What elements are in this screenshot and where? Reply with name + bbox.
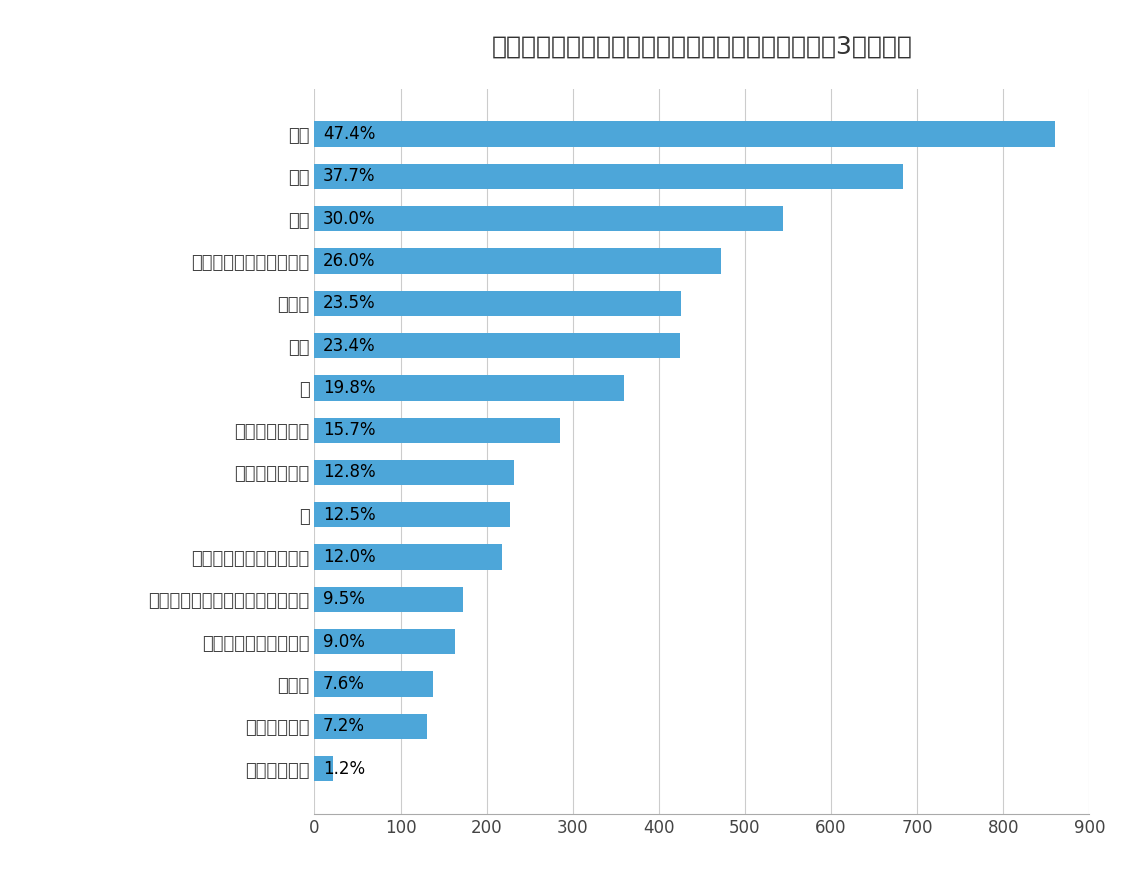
- Bar: [314, 290, 682, 316]
- Text: 23.4%: 23.4%: [323, 336, 376, 355]
- Text: 7.2%: 7.2%: [323, 717, 365, 735]
- Bar: [314, 418, 559, 442]
- Text: 15.7%: 15.7%: [323, 421, 375, 439]
- Text: 19.8%: 19.8%: [323, 379, 375, 396]
- Bar: [314, 460, 514, 485]
- Text: 26.0%: 26.0%: [323, 252, 375, 270]
- Bar: [314, 249, 721, 273]
- Text: 1.2%: 1.2%: [323, 759, 365, 778]
- Text: 9.5%: 9.5%: [323, 590, 365, 608]
- Text: 9.0%: 9.0%: [323, 633, 365, 650]
- Bar: [314, 756, 334, 781]
- Bar: [314, 502, 510, 527]
- Bar: [314, 587, 463, 612]
- Title: ママが今欲しいものはなんですか？（複数選択可・3つまで）: ママが今欲しいものはなんですか？（複数選択可・3つまで）: [492, 35, 912, 58]
- Text: 30.0%: 30.0%: [323, 210, 375, 227]
- Text: 23.5%: 23.5%: [323, 295, 376, 312]
- Text: 12.8%: 12.8%: [323, 464, 376, 481]
- Bar: [314, 375, 623, 401]
- Bar: [314, 206, 783, 232]
- Bar: [314, 333, 679, 358]
- Bar: [314, 544, 502, 570]
- Bar: [314, 121, 1054, 147]
- Bar: [314, 629, 455, 654]
- Text: 12.5%: 12.5%: [323, 506, 376, 524]
- Bar: [314, 164, 903, 189]
- Text: 37.7%: 37.7%: [323, 167, 375, 186]
- Bar: [314, 713, 427, 739]
- Text: 12.0%: 12.0%: [323, 548, 376, 566]
- Text: 7.6%: 7.6%: [323, 675, 365, 693]
- Bar: [314, 671, 433, 696]
- Text: 47.4%: 47.4%: [323, 125, 375, 143]
